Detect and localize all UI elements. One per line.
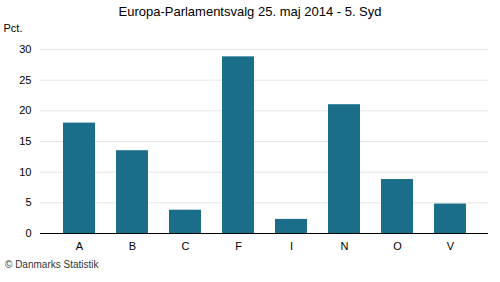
svg-text:5: 5 <box>25 196 31 208</box>
svg-text:N: N <box>341 240 349 252</box>
svg-text:I: I <box>290 240 293 252</box>
svg-text:B: B <box>129 240 136 252</box>
html-text:Europa-Parlamentsvalg 25. maj: Europa-Parlamentsvalg 25. maj 2014 - 5. … <box>118 4 382 19</box>
html-text:© Danmarks Statistik: © Danmarks Statistik <box>5 259 99 270</box>
svg-text:V: V <box>447 240 455 252</box>
svg-text:10: 10 <box>19 166 31 178</box>
svg-text:30: 30 <box>19 43 31 55</box>
svg-text:Pct.: Pct. <box>4 22 23 34</box>
svg-text:O: O <box>393 240 402 252</box>
svg-text:F: F <box>235 240 242 252</box>
svg-text:25: 25 <box>19 74 31 86</box>
svg-text:A: A <box>76 240 84 252</box>
svg-text:15: 15 <box>19 135 31 147</box>
svg-text:C: C <box>182 240 190 252</box>
svg-text:0: 0 <box>25 227 31 239</box>
svg-text:20: 20 <box>19 104 31 116</box>
